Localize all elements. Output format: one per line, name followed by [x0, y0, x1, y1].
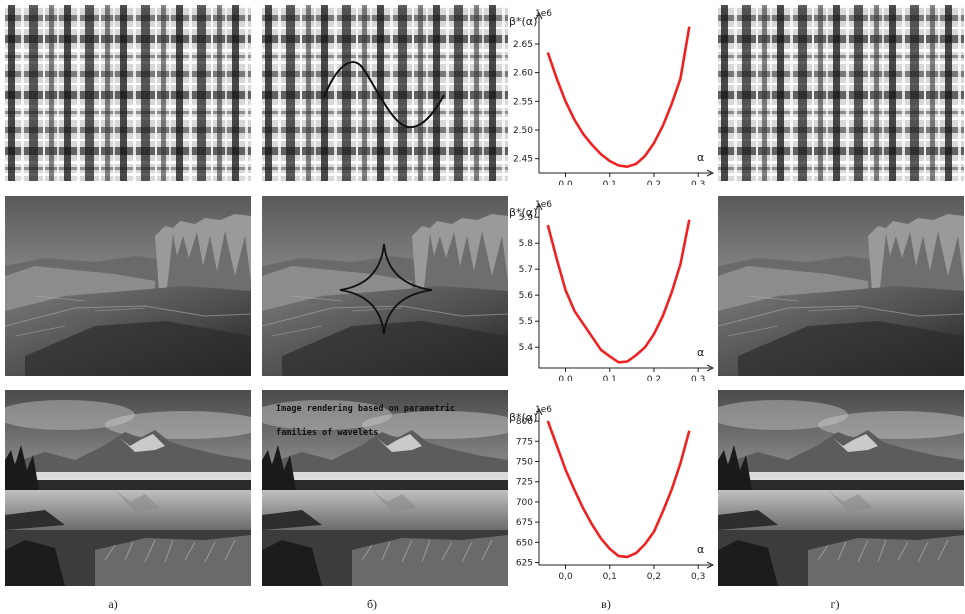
series-line [546, 219, 691, 364]
axes [538, 15, 711, 174]
canyon-original-image [5, 196, 251, 376]
lake-original-image [5, 390, 251, 586]
y-tick-label: 800 [516, 417, 533, 427]
x-tick-label: 0,1 [603, 572, 617, 582]
offset-label: 1e6 [535, 405, 552, 415]
y-tick-label: 5.9 [519, 213, 534, 223]
x-axis-label: α [697, 151, 704, 164]
plaid-original-image [5, 5, 251, 181]
x-tick-label: 0,0 [558, 375, 573, 381]
y-tick-label: 5.6 [519, 291, 534, 301]
y-axis-label: β*(α) [509, 206, 537, 219]
x-tick-label: 0,2 [647, 572, 661, 582]
sine-curve [323, 61, 445, 129]
series-line [546, 420, 691, 559]
overlay-text-line2: families of wavelets [276, 428, 379, 438]
y-tick-label: 700 [516, 498, 533, 508]
canyon-with-astroid-image [262, 196, 508, 376]
offset-label: 1e6 [535, 200, 552, 210]
x-axis-arrow [706, 364, 715, 372]
axes [538, 411, 711, 566]
x-axis-arrow [706, 561, 715, 569]
series-line [546, 26, 691, 168]
plaid-restored-image [718, 5, 964, 181]
caption-c: в) [601, 597, 611, 611]
y-tick-label: 675 [516, 518, 533, 528]
canyon-restored-image [718, 196, 964, 376]
x-tick-label: 0,1 [603, 375, 617, 381]
y-tick-label: 775 [516, 437, 533, 447]
x-tick-label: 0,3 [691, 375, 705, 381]
x-tick-label: 0,3 [691, 180, 705, 185]
y-tick-label: 5.4 [519, 343, 534, 353]
x-axis-label: α [697, 346, 704, 359]
chart-3: 625 650 675 700 725 750 775 800 0,0 0,1 0,2 0,3 β*(α… [509, 405, 715, 582]
x-axis-arrow [706, 169, 715, 177]
offset-label: 1e6 [535, 9, 552, 19]
chart-2: 5.4 5.5 5.6 5.7 5.8 5.9 0,0 0,1 0,2 0,3 β*(α)1e6 α [509, 200, 715, 381]
y-axis-label: β*(α) [509, 15, 537, 28]
y-tick-label: 725 [516, 478, 533, 488]
y-tick-label: 5.7 [519, 265, 533, 275]
chart-1: 2.45 2.50 2.55 2.60 2.65 0,0 0,1 0,2 0,3 β*(α)1e6… [509, 9, 715, 185]
y-tick-label: 2.65 [513, 40, 533, 50]
y-axis-label: β*(α) [509, 411, 537, 424]
caption-b: б) [366, 597, 378, 611]
x-tick-label: 0,2 [647, 375, 661, 381]
y-tick-label: 5.8 [519, 239, 534, 249]
y-tick-label: 5.5 [519, 317, 533, 327]
x-tick-label: 0,0 [558, 180, 573, 185]
caption-a: а) [108, 597, 118, 611]
y-tick-label: 2.50 [513, 126, 533, 136]
plaid-with-curve-image [262, 5, 508, 181]
y-tick-label: 650 [516, 538, 533, 548]
x-tick-label: 0,3 [691, 572, 705, 582]
lake-with-text-image [262, 390, 508, 586]
y-tick-label: 750 [516, 457, 533, 467]
y-tick-label: 2.55 [513, 97, 533, 107]
caption-d: г) [830, 597, 840, 611]
x-tick-label: 0,2 [647, 180, 661, 185]
overlay-text-line1: Image rendering based on parametric [276, 404, 456, 414]
y-tick-label: 2.60 [513, 69, 533, 79]
astroid-curve [339, 243, 433, 335]
lake-restored-image [718, 390, 964, 586]
y-tick-label: 625 [516, 559, 533, 569]
y-axis-arrow [535, 407, 543, 416]
y-axis-arrow [535, 11, 543, 20]
y-tick-label: 2.45 [513, 155, 533, 165]
x-tick-label: 0,0 [558, 572, 573, 582]
x-tick-label: 0,1 [603, 180, 617, 185]
y-axis-arrow [535, 202, 543, 211]
x-axis-label: α [697, 543, 704, 556]
